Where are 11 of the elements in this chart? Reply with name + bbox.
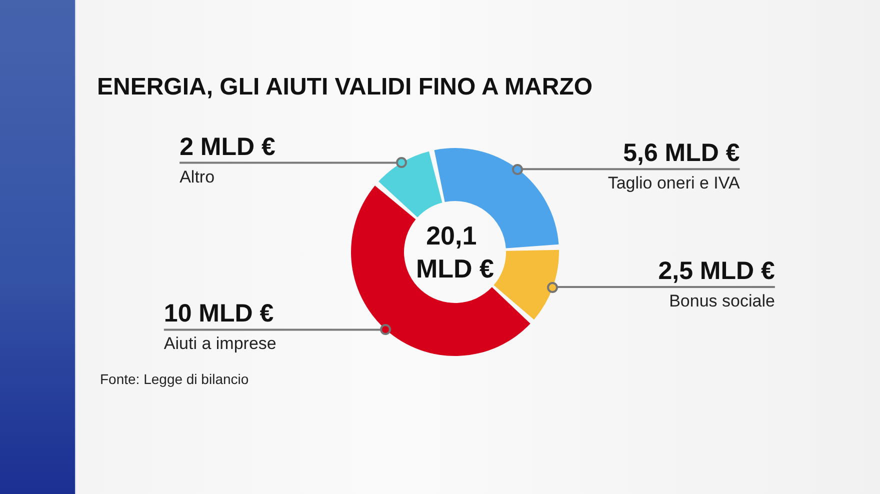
slice-label: Bonus sociale bbox=[669, 292, 775, 311]
source-note: Fonte: Legge di bilancio bbox=[100, 371, 249, 387]
data-label: 5,6 MLD € bbox=[623, 139, 740, 168]
text: 20,1 MLD € bbox=[416, 220, 494, 284]
data-label: 10 MLD € bbox=[164, 300, 274, 328]
slice-label: Altro bbox=[180, 167, 215, 186]
slice-label: Taglio oneri e IVA bbox=[608, 174, 740, 193]
data-label: 2,5 MLD € bbox=[658, 257, 776, 286]
data-label: 2 MLD € bbox=[180, 132, 276, 161]
chart-title: ENERGIA, GLI AIUTI VALIDI FINO A MARZO bbox=[97, 74, 593, 100]
slice-label: Aiuti a imprese bbox=[164, 334, 276, 354]
